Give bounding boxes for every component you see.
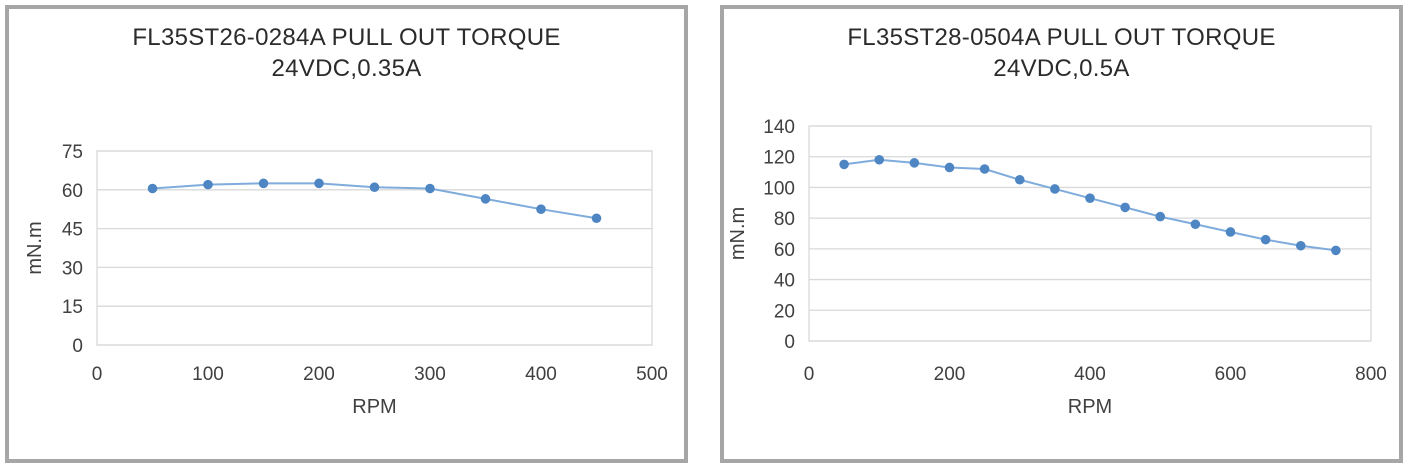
data-point-marker <box>1190 219 1201 230</box>
chart-title-right: FL35ST28-0504A PULL OUT TORQUE 24VDC,0.5… <box>724 22 1399 84</box>
y-tick-label: 60 <box>62 181 83 202</box>
y-tick-label: 30 <box>62 258 83 279</box>
data-point-marker <box>258 178 269 189</box>
data-point-marker <box>1155 211 1166 222</box>
x-axis-label: RPM <box>1068 396 1112 418</box>
y-tick-label: 80 <box>774 209 795 230</box>
data-point-marker <box>369 182 380 193</box>
data-point-marker <box>909 158 920 168</box>
y-axis-label: mN.m <box>24 221 46 274</box>
plot-border <box>808 125 1372 342</box>
x-tick-label: 800 <box>1355 364 1387 385</box>
data-point-marker <box>1085 193 1095 203</box>
x-tick-label: 600 <box>1215 364 1247 385</box>
y-tick-label: 0 <box>72 336 83 357</box>
y-tick-label: 40 <box>774 271 795 292</box>
chart-title-line1: FL35ST26-0284A PULL OUT TORQUE <box>132 24 561 51</box>
data-point-marker <box>839 159 849 170</box>
chart-title-line1: FL35ST28-0504A PULL OUT TORQUE <box>847 24 1276 51</box>
x-tick-label: 0 <box>92 364 103 385</box>
data-point-marker <box>979 164 990 174</box>
data-point-marker <box>480 194 491 204</box>
data-point-marker <box>536 204 546 214</box>
x-tick-label: 200 <box>934 364 966 385</box>
y-tick-label: 20 <box>774 301 795 322</box>
x-axis-label: RPM <box>352 396 396 418</box>
data-point-marker <box>591 213 602 224</box>
torque-chart-panel-left: FL35ST26-0284A PULL OUT TORQUE 24VDC,0.3… <box>5 5 688 463</box>
plot-border <box>96 150 653 346</box>
x-tick-label: 400 <box>525 364 557 385</box>
data-point-marker <box>203 179 213 190</box>
torque-chart-panel-right: FL35ST28-0504A PULL OUT TORQUE 24VDC,0.5… <box>720 5 1403 463</box>
data-point-marker <box>1331 245 1341 256</box>
y-tick-label: 140 <box>763 117 795 138</box>
chart-title-left: FL35ST26-0284A PULL OUT TORQUE 24VDC,0.3… <box>9 22 684 84</box>
y-tick-label: 0 <box>784 332 795 353</box>
x-tick-label: 300 <box>414 364 446 385</box>
x-tick-label: 0 <box>804 364 815 385</box>
y-tick-label: 60 <box>774 240 795 261</box>
data-point-marker <box>314 178 324 189</box>
y-axis-label: mN.m <box>727 207 749 260</box>
y-tick-label: 120 <box>763 148 795 169</box>
data-point-marker <box>1295 240 1306 251</box>
data-point-marker <box>1260 234 1271 245</box>
x-tick-label: 100 <box>192 364 224 385</box>
torque-chart-right: 0 20 40 60 80 100 120 140 0 200 400 600 800 RPM mN.m <box>727 117 1387 418</box>
data-point-marker <box>874 154 885 165</box>
x-tick-label: 500 <box>636 364 668 385</box>
chart-title-line2: 24VDC,0.5A <box>993 55 1130 82</box>
data-point-marker <box>1050 184 1060 194</box>
data-point-marker <box>1120 202 1130 213</box>
x-tick-label: 400 <box>1074 364 1106 385</box>
chart-title-line2: 24VDC,0.35A <box>271 55 422 82</box>
y-tick-label: 100 <box>763 178 795 199</box>
y-tick-label: 15 <box>62 297 83 318</box>
data-point-marker <box>147 183 158 194</box>
data-point-marker <box>944 162 955 173</box>
x-tick-label: 200 <box>303 364 335 385</box>
torque-chart-left: 0 15 30 45 60 75 0 100 200 300 400 500 RPM mN.m <box>24 142 668 418</box>
y-tick-label: 75 <box>62 142 83 163</box>
data-point-marker <box>1225 227 1236 237</box>
y-tick-label: 45 <box>62 220 83 241</box>
data-point-marker <box>425 183 435 194</box>
data-point-marker <box>1014 174 1025 185</box>
